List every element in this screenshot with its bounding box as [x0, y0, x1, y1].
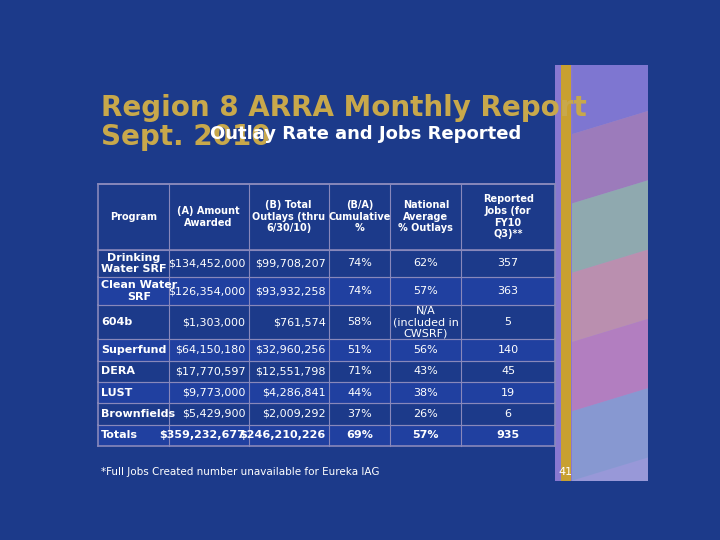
Bar: [561, 65, 570, 481]
Text: 363: 363: [498, 286, 518, 296]
Bar: [572, 65, 648, 481]
Polygon shape: [572, 180, 648, 273]
Text: 19: 19: [501, 388, 516, 397]
Text: 38%: 38%: [413, 388, 438, 397]
Text: (A) Amount
Awarded: (A) Amount Awarded: [177, 206, 240, 228]
Polygon shape: [572, 111, 648, 204]
Text: 62%: 62%: [413, 259, 438, 268]
Text: 58%: 58%: [347, 317, 372, 327]
Text: $5,429,900: $5,429,900: [182, 409, 246, 419]
Text: Clean Water
SRF: Clean Water SRF: [101, 280, 177, 302]
Text: N/A
(included in
CWSRF): N/A (included in CWSRF): [393, 306, 459, 339]
Text: *Full Jobs Created number unavailable for Eureka IAG: *Full Jobs Created number unavailable fo…: [101, 467, 379, 477]
Text: Drinking
Water SRF: Drinking Water SRF: [101, 253, 166, 274]
Polygon shape: [572, 249, 648, 342]
Text: $761,574: $761,574: [273, 317, 325, 327]
Text: (B/A)
Cumulative
%: (B/A) Cumulative %: [328, 200, 391, 233]
Text: 74%: 74%: [347, 259, 372, 268]
Text: $99,708,207: $99,708,207: [255, 259, 325, 268]
Bar: [98, 184, 555, 249]
Polygon shape: [572, 319, 648, 411]
Text: 57%: 57%: [413, 286, 438, 296]
Text: 74%: 74%: [347, 286, 372, 296]
Text: 357: 357: [498, 259, 518, 268]
Text: $93,932,258: $93,932,258: [255, 286, 325, 296]
Text: Superfund: Superfund: [101, 345, 166, 355]
Text: 51%: 51%: [347, 345, 372, 355]
Text: National
Average
% Outlays: National Average % Outlays: [398, 200, 454, 233]
Bar: [98, 361, 555, 382]
Text: Region 8 ARRA Monthly Report: Region 8 ARRA Monthly Report: [101, 94, 587, 122]
Text: Brownfields: Brownfields: [101, 409, 175, 419]
Bar: [98, 278, 555, 305]
Bar: [98, 339, 555, 361]
Text: Program: Program: [109, 212, 157, 222]
Bar: [98, 403, 555, 424]
Text: 37%: 37%: [347, 409, 372, 419]
Bar: [98, 305, 555, 339]
Polygon shape: [572, 388, 648, 481]
Text: 69%: 69%: [346, 430, 373, 440]
Text: $246,210,226: $246,210,226: [239, 430, 325, 440]
Text: 44%: 44%: [347, 388, 372, 397]
Text: $134,452,000: $134,452,000: [168, 259, 246, 268]
Text: $2,009,292: $2,009,292: [262, 409, 325, 419]
Text: 604b: 604b: [101, 317, 132, 327]
Text: 140: 140: [498, 345, 518, 355]
Text: $32,960,256: $32,960,256: [255, 345, 325, 355]
Text: $9,773,000: $9,773,000: [182, 388, 246, 397]
Bar: [98, 424, 555, 446]
Text: 71%: 71%: [347, 366, 372, 376]
Text: Totals: Totals: [101, 430, 138, 440]
Text: DERA: DERA: [101, 366, 135, 376]
Text: $4,286,841: $4,286,841: [262, 388, 325, 397]
Text: $12,551,798: $12,551,798: [255, 366, 325, 376]
Text: 56%: 56%: [413, 345, 438, 355]
Text: (B) Total
Outlays (thru
6/30/10): (B) Total Outlays (thru 6/30/10): [252, 200, 325, 233]
Text: $64,150,180: $64,150,180: [175, 345, 246, 355]
Text: $1,303,000: $1,303,000: [183, 317, 246, 327]
Text: 935: 935: [497, 430, 520, 440]
Text: Sept. 2010: Sept. 2010: [101, 123, 271, 151]
Text: Reported
Jobs (for
FY10
Q3)**: Reported Jobs (for FY10 Q3)**: [482, 194, 534, 239]
Text: 43%: 43%: [413, 366, 438, 376]
Text: 57%: 57%: [413, 430, 439, 440]
Text: $17,770,597: $17,770,597: [175, 366, 246, 376]
Text: $359,232,677: $359,232,677: [160, 430, 246, 440]
Polygon shape: [572, 42, 648, 134]
Text: 5: 5: [505, 317, 512, 327]
Text: Outlay Rate and Jobs Reported: Outlay Rate and Jobs Reported: [210, 125, 521, 143]
Text: 45: 45: [501, 366, 516, 376]
Bar: [555, 65, 648, 481]
Bar: [98, 382, 555, 403]
Bar: [98, 249, 555, 278]
Text: LUST: LUST: [101, 388, 132, 397]
Text: 41: 41: [559, 467, 573, 477]
Text: $126,354,000: $126,354,000: [168, 286, 246, 296]
Text: 26%: 26%: [413, 409, 438, 419]
Text: 6: 6: [505, 409, 512, 419]
